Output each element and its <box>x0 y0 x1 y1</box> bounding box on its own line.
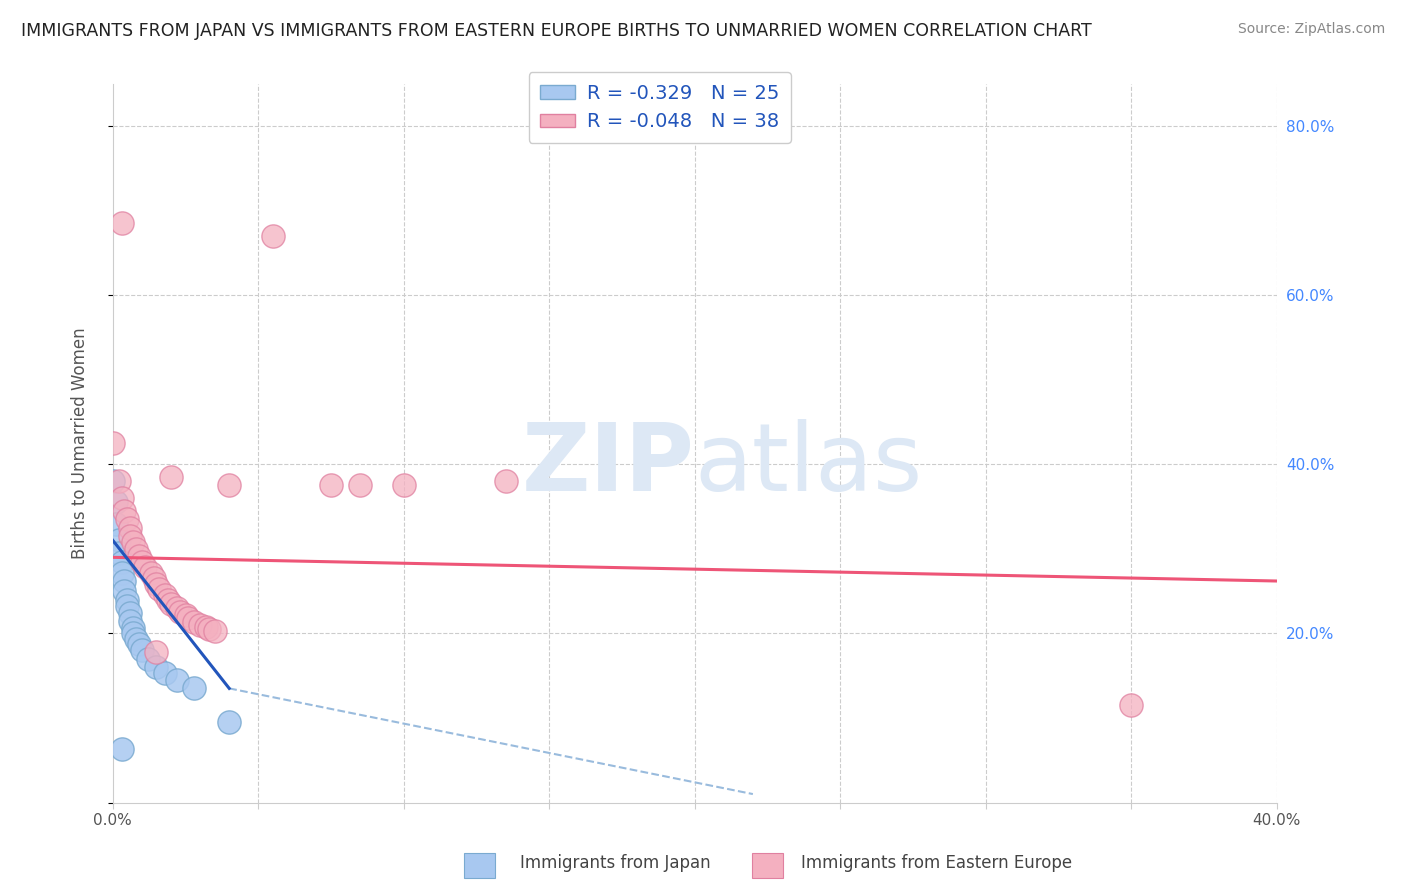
Point <box>122 535 145 549</box>
Point <box>120 606 142 620</box>
Point <box>104 516 127 531</box>
Point <box>117 512 139 526</box>
Point <box>125 541 148 556</box>
Point <box>177 611 200 625</box>
Text: Immigrants from Japan: Immigrants from Japan <box>520 855 711 872</box>
Point <box>120 529 142 543</box>
Point <box>169 605 191 619</box>
Point <box>101 475 124 489</box>
Point <box>117 592 139 607</box>
Point <box>139 566 162 580</box>
Point <box>155 588 177 602</box>
Point <box>122 620 145 634</box>
Point <box>128 549 150 563</box>
Point <box>101 436 124 450</box>
Point <box>145 577 167 591</box>
Point <box>110 555 132 569</box>
Point <box>148 582 170 597</box>
Point <box>110 216 132 230</box>
Point <box>218 715 240 730</box>
Legend: R = -0.329   N = 25, R = -0.048   N = 38: R = -0.329 N = 25, R = -0.048 N = 38 <box>529 72 792 143</box>
Point <box>183 615 205 629</box>
Point <box>104 495 127 509</box>
Point <box>142 572 165 586</box>
Point <box>160 470 183 484</box>
Text: atlas: atlas <box>695 418 922 511</box>
Point <box>136 652 159 666</box>
Point <box>110 742 132 756</box>
Point <box>319 478 342 492</box>
Point <box>117 599 139 614</box>
Point <box>120 614 142 628</box>
Point <box>107 475 129 489</box>
Point <box>114 584 136 599</box>
Point <box>110 566 132 580</box>
Point <box>495 475 517 489</box>
Point <box>131 643 153 657</box>
Point <box>145 660 167 674</box>
Point <box>122 626 145 640</box>
Point <box>145 645 167 659</box>
Point <box>125 632 148 647</box>
Point <box>392 478 415 492</box>
Point <box>155 666 177 681</box>
Point <box>204 624 226 638</box>
Point <box>218 478 240 492</box>
Point <box>262 229 284 244</box>
Text: ZIP: ZIP <box>522 418 695 511</box>
Point <box>166 673 188 687</box>
Text: Immigrants from Eastern Europe: Immigrants from Eastern Europe <box>801 855 1073 872</box>
Point <box>166 601 188 615</box>
Point <box>134 560 156 574</box>
Point <box>198 622 221 636</box>
Point <box>107 533 129 548</box>
Point <box>114 574 136 588</box>
Point <box>120 521 142 535</box>
Point <box>349 478 371 492</box>
Point <box>157 592 180 607</box>
Point <box>188 618 211 632</box>
Point <box>110 491 132 505</box>
Point <box>1119 698 1142 713</box>
Point <box>107 546 129 560</box>
Text: IMMIGRANTS FROM JAPAN VS IMMIGRANTS FROM EASTERN EUROPE BIRTHS TO UNMARRIED WOME: IMMIGRANTS FROM JAPAN VS IMMIGRANTS FROM… <box>21 22 1092 40</box>
Text: Source: ZipAtlas.com: Source: ZipAtlas.com <box>1237 22 1385 37</box>
Point <box>174 607 197 622</box>
Point <box>160 597 183 611</box>
Point <box>183 681 205 696</box>
Y-axis label: Births to Unmarried Women: Births to Unmarried Women <box>72 327 89 559</box>
Point <box>131 555 153 569</box>
Point <box>194 620 217 634</box>
Point <box>114 504 136 518</box>
Point <box>128 637 150 651</box>
